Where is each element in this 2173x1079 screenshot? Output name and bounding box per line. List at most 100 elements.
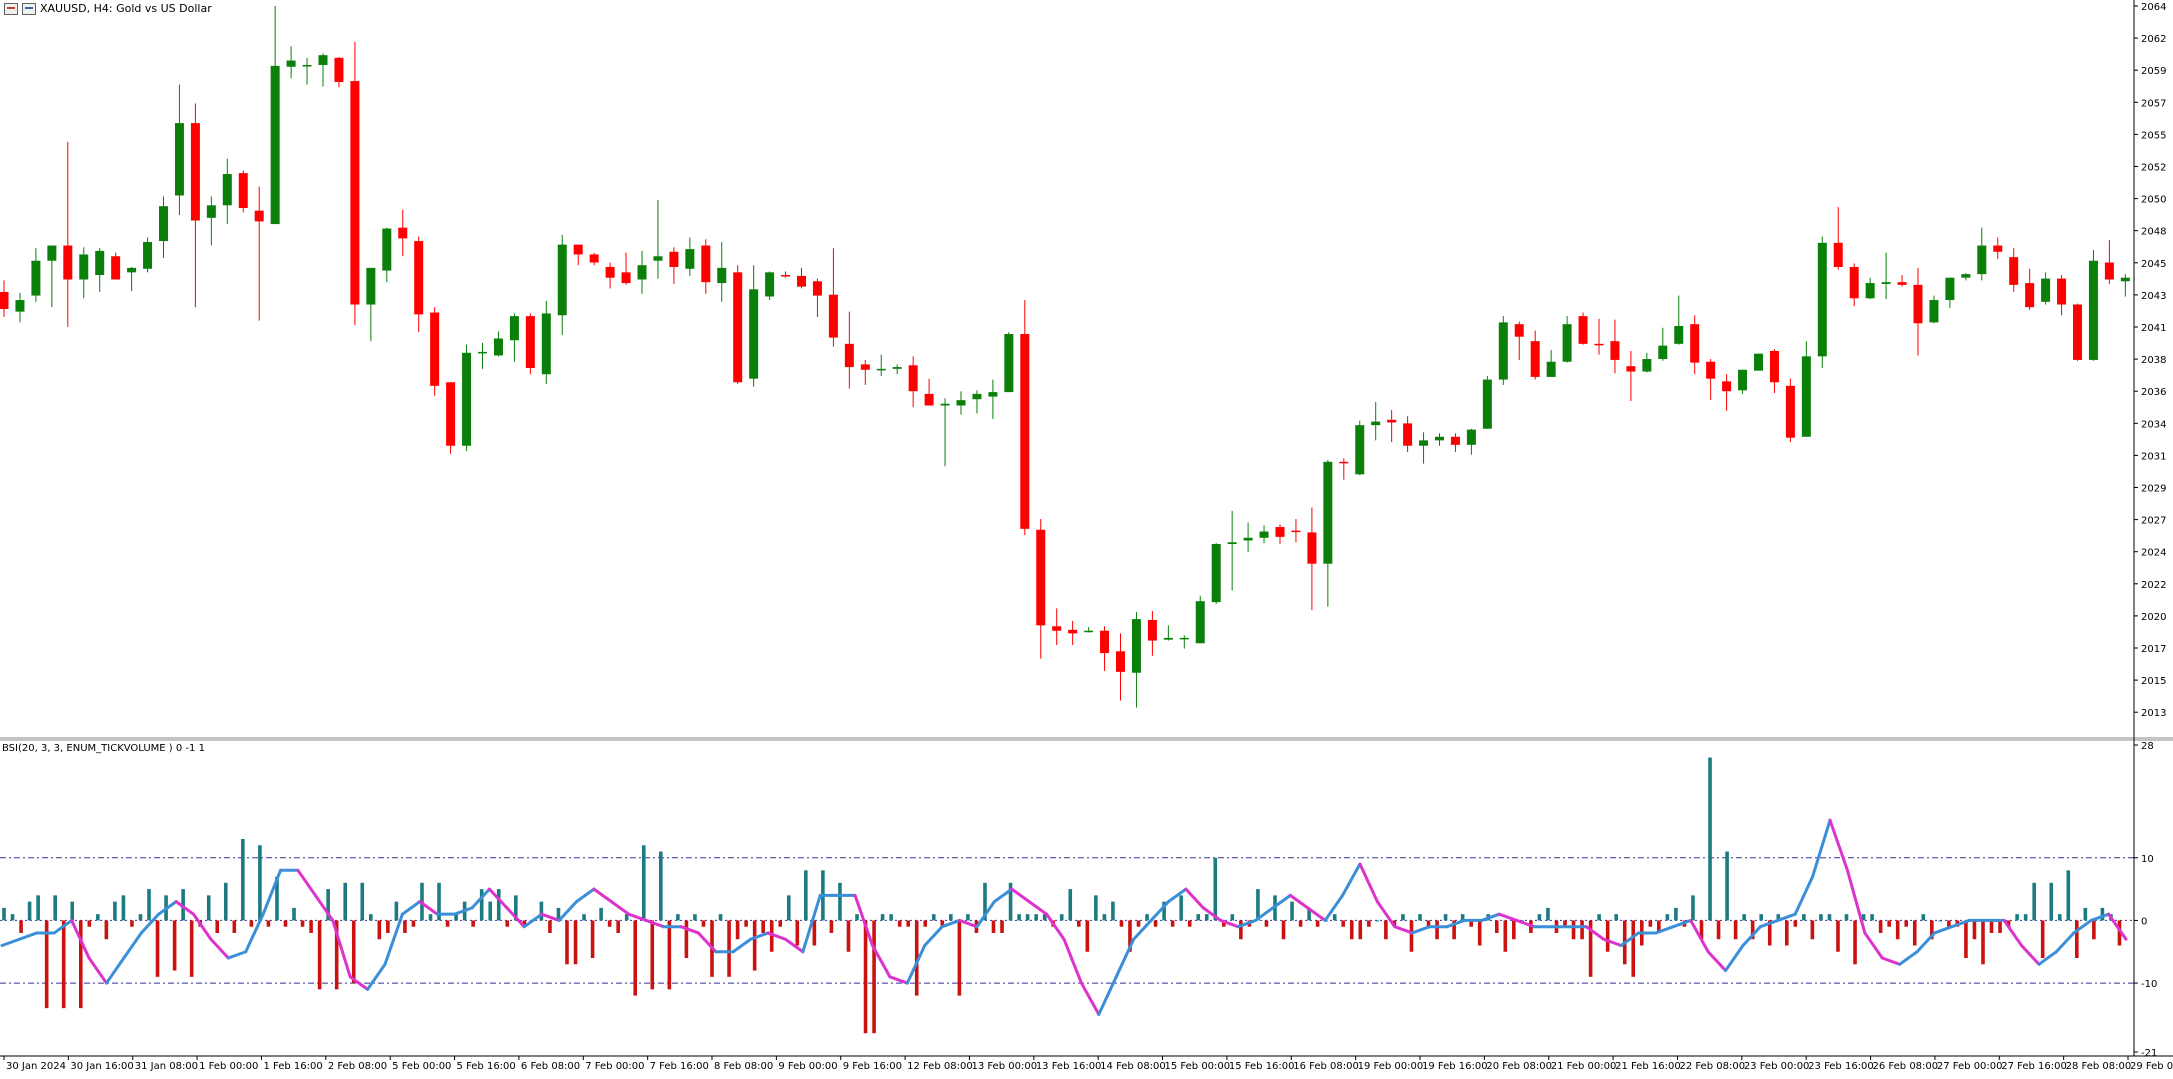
- histogram-bar: [1597, 914, 1601, 921]
- histogram-bar: [1094, 895, 1098, 921]
- time-tick-label: 5 Feb 16:00: [457, 1061, 516, 1072]
- signal-line-segment: [766, 931, 787, 941]
- signal-line-segment: [644, 918, 666, 929]
- candle: [2009, 248, 2019, 292]
- histogram-bar: [1367, 920, 1371, 927]
- histogram-bar: [1332, 914, 1337, 921]
- candle: [95, 248, 105, 292]
- histogram-bar: [1819, 914, 1823, 921]
- histogram-bar: [309, 920, 313, 933]
- histogram-bar: [326, 889, 330, 921]
- candle: [557, 234, 567, 335]
- candle-body: [1690, 324, 1700, 363]
- histogram-bar: [155, 920, 160, 977]
- signal-line-segment: [2054, 931, 2076, 954]
- candle: [1769, 349, 1779, 393]
- histogram-bar: [1895, 920, 1900, 940]
- candle: [398, 209, 408, 257]
- histogram-bar: [855, 914, 859, 921]
- candle: [1945, 277, 1955, 309]
- signal-line-segment: [1671, 918, 1693, 929]
- candle: [1307, 507, 1317, 611]
- candle: [1068, 620, 1078, 646]
- histogram-bar: [445, 920, 450, 927]
- candle: [1323, 460, 1333, 607]
- histogram-bar: [923, 920, 928, 927]
- candle-body: [1116, 651, 1125, 672]
- candle-body: [222, 174, 232, 206]
- candle: [1849, 263, 1859, 307]
- price-tick-label: 2038: [2141, 355, 2166, 366]
- histogram-bar: [966, 914, 970, 921]
- histogram-bar: [1000, 920, 1004, 933]
- candle: [812, 278, 822, 318]
- signal-line-segment: [244, 912, 265, 954]
- candle-body: [1801, 356, 1811, 437]
- candle: [1642, 352, 1652, 373]
- price-tick-label: 2022: [2141, 580, 2166, 591]
- histogram-bar: [2057, 914, 2062, 921]
- candle-body: [398, 227, 408, 239]
- candle: [733, 265, 743, 385]
- histogram-bar: [292, 907, 296, 921]
- candle: [525, 313, 535, 375]
- candle: [238, 170, 248, 213]
- histogram-bar: [931, 914, 936, 921]
- histogram-bar: [1750, 920, 1755, 940]
- histogram-bar: [1128, 920, 1132, 952]
- signal-line-segment: [1184, 887, 1205, 910]
- chart-properties-icon[interactable]: [22, 2, 36, 15]
- candle: [797, 267, 806, 289]
- signal-line-segment: [1584, 925, 1606, 941]
- signal-line-segment: [1341, 862, 1362, 897]
- histogram-bar: [1187, 920, 1192, 927]
- candle-body: [812, 281, 822, 296]
- histogram-bar: [1853, 920, 1857, 965]
- histogram-bar: [616, 920, 620, 933]
- signal-line-segment: [1097, 975, 1118, 1016]
- histogram-bar: [96, 914, 100, 921]
- candle: [1514, 321, 1524, 360]
- time-tick-label: 21 Feb 00:00: [1551, 1061, 1617, 1072]
- candle-body: [525, 316, 535, 368]
- histogram-bar: [1802, 914, 1806, 921]
- candle-body: [1514, 324, 1524, 337]
- histogram-bar: [565, 920, 569, 965]
- histogram-bar: [786, 895, 791, 921]
- candle: [127, 266, 137, 292]
- candle-body: [844, 343, 854, 368]
- histogram-bar: [403, 920, 407, 933]
- candle: [143, 237, 153, 273]
- signal-line-segment: [1393, 925, 1414, 935]
- histogram-bar: [78, 920, 83, 1009]
- histogram-bar: [1170, 920, 1175, 927]
- candle: [1131, 611, 1141, 708]
- signal-line-segment: [1828, 818, 1849, 872]
- histogram-bar: [1742, 914, 1746, 921]
- histogram-bar: [1972, 920, 1977, 940]
- histogram-bar: [1102, 914, 1107, 921]
- signal-line-segment: [1062, 937, 1083, 985]
- histogram-bar: [718, 914, 723, 921]
- candle-body: [1674, 325, 1684, 344]
- candle-body: [1642, 359, 1652, 372]
- candle-body: [988, 392, 998, 397]
- candle-body: [637, 265, 647, 280]
- candle-body: [924, 393, 934, 406]
- indicator-label: BSI(20, 3, 3, ENUM_TICKVOLUME ) 0 -1 1: [2, 743, 205, 754]
- chart-menu-icon[interactable]: [4, 2, 18, 15]
- candle-body: [1419, 440, 1429, 446]
- price-tick-label: 2036: [2141, 387, 2166, 398]
- candle: [430, 307, 440, 396]
- histogram-bar: [36, 895, 40, 921]
- histogram-bar: [1179, 895, 1183, 921]
- candle-body: [1052, 626, 1062, 631]
- candle: [1052, 608, 1062, 646]
- signal-line-segment: [1880, 956, 1902, 966]
- candle-body: [1849, 266, 1859, 299]
- candle-body: [47, 245, 57, 261]
- histogram-bar: [1085, 920, 1090, 952]
- candle: [1562, 316, 1572, 363]
